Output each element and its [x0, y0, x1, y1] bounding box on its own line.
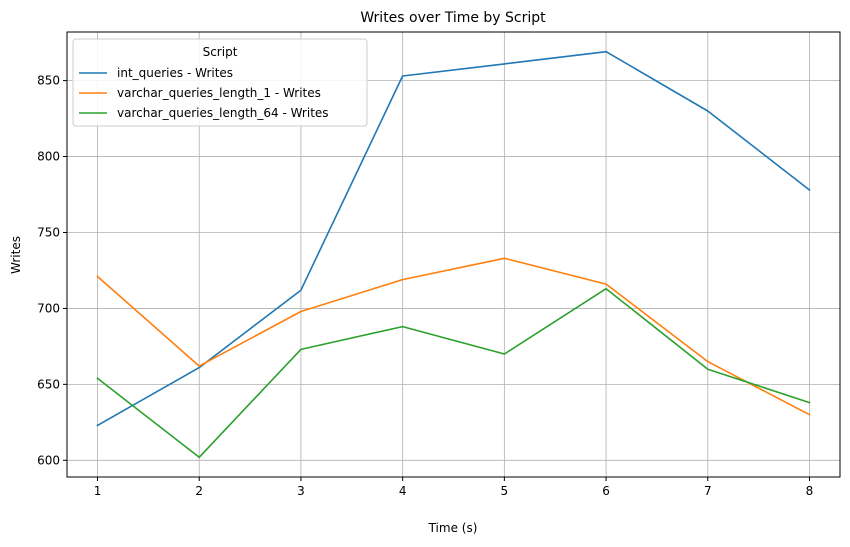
x-tick-label: 6	[602, 484, 610, 498]
legend-box	[72, 38, 368, 127]
legend: Script int_queries - Writes varchar_queri…	[72, 38, 368, 127]
y-tick-label: 800	[37, 150, 60, 164]
y-tick-label: 850	[37, 74, 60, 88]
x-axis-title: Time (s)	[428, 521, 478, 535]
gridlines	[67, 32, 840, 477]
legend-entry-1: int_queries - Writes	[117, 66, 233, 80]
y-tick-label: 650	[37, 377, 60, 391]
x-axis-ticks: 1 2 3 4 5 6 7 8	[94, 477, 814, 498]
y-tick-label: 600	[37, 453, 60, 467]
y-axis-ticks: 600 650 700 750 800 850	[37, 74, 67, 467]
series-line-1	[96, 50, 811, 427]
x-tick-label: 7	[704, 484, 712, 498]
series-lines	[96, 50, 811, 459]
x-tick-label: 1	[94, 484, 102, 498]
legend-entry-3: varchar_queries_length_64 - Writes	[117, 106, 329, 120]
x-tick-label: 4	[399, 484, 407, 498]
x-tick-label: 2	[195, 484, 203, 498]
y-axis-title: Writes	[9, 236, 23, 274]
y-tick-label: 750	[37, 225, 60, 239]
y-tick-label: 700	[37, 301, 60, 315]
x-tick-label: 5	[501, 484, 509, 498]
x-tick-label: 3	[297, 484, 305, 498]
series-line-2	[96, 257, 811, 416]
series-line-3	[96, 287, 811, 459]
legend-entry-2: varchar_queries_length_1 - Writes	[117, 86, 321, 100]
legend-title: Script	[203, 45, 238, 59]
chart-title: Writes over Time by Script	[360, 10, 546, 26]
plot-frame	[66, 31, 841, 478]
x-tick-label: 8	[806, 484, 814, 498]
